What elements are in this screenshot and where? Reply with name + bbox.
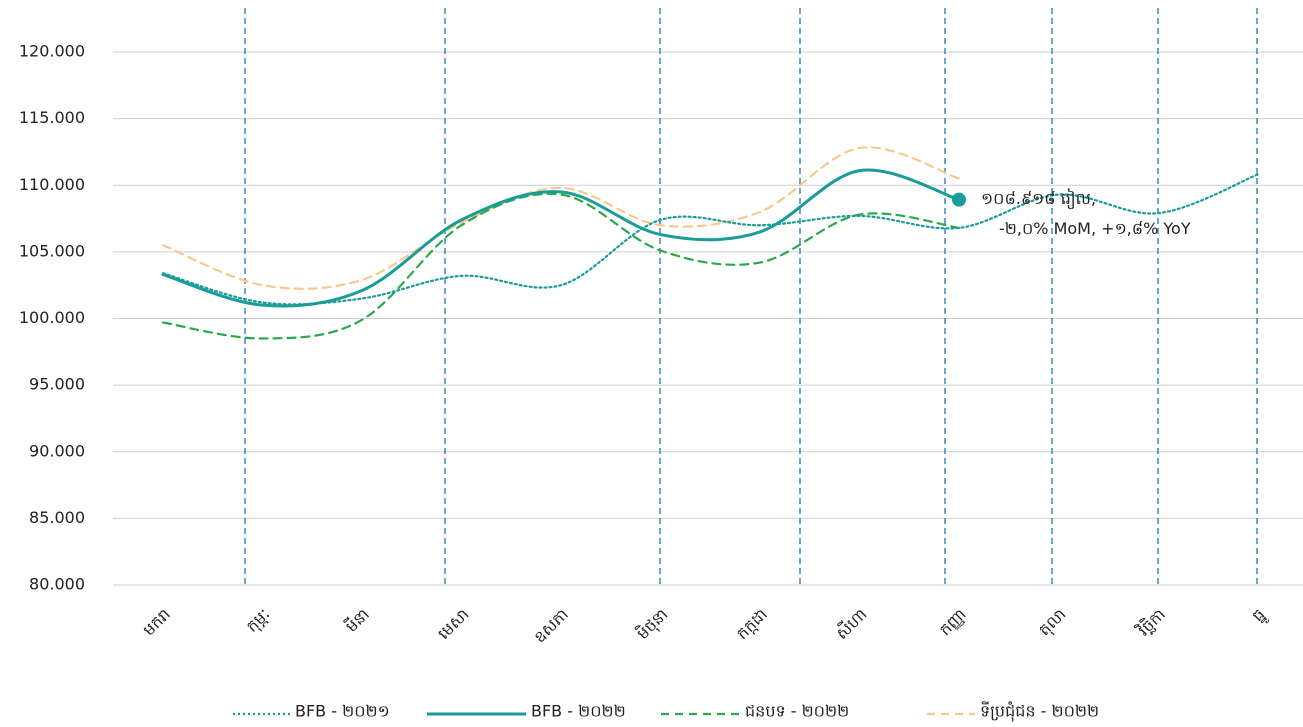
x-tick-label: សីហា xyxy=(831,604,870,643)
x-tick-label: ធ្នូ xyxy=(1248,605,1271,628)
y-tick-label: 95.000 xyxy=(29,375,85,394)
series-line xyxy=(161,168,961,308)
y-tick-label: 80.000 xyxy=(29,575,85,594)
y-tick-label: 120.000 xyxy=(19,42,85,61)
x-tick-label: មិថុនា xyxy=(632,604,673,645)
y-tick-label: 90.000 xyxy=(29,441,85,460)
annotation-text: ១០៨.៩១៨ រៀល, xyxy=(981,188,1096,210)
series-line xyxy=(161,146,961,290)
x-tick-label: មករា xyxy=(139,605,174,640)
y-tick-label: 105.000 xyxy=(19,241,85,260)
x-tick-label: វិច្ឆិកា xyxy=(1132,604,1169,641)
vertical-markers xyxy=(244,8,1258,585)
y-tick-label: 85.000 xyxy=(29,508,85,527)
y-tick-label: 100.000 xyxy=(19,308,85,327)
x-tick-label: កក្កដា xyxy=(732,605,771,644)
x-tick-label: កុម្ភៈ xyxy=(242,605,275,638)
annotation-text: -២,០% MoM, +១,៨% YoY xyxy=(999,219,1191,238)
legend-label: BFB - ២០២២ xyxy=(531,702,626,721)
x-tick-label: ឧសភា xyxy=(530,605,572,647)
legend-label: ទីប្រជុំជន - ២០២២ xyxy=(980,701,1099,723)
x-tick-label: មេសា xyxy=(434,605,473,644)
legend-label: ជនបទ - ២០២២ xyxy=(745,702,849,721)
y-tick-label: 110.000 xyxy=(19,175,85,194)
y-tick-label: 115.000 xyxy=(19,108,85,127)
x-tick-label: កញ្ញា xyxy=(935,605,970,640)
x-tick-label: មីនា xyxy=(341,604,373,636)
annotation-point xyxy=(952,192,966,207)
series-line xyxy=(161,173,1259,306)
x-tick-label: តុលា xyxy=(1035,605,1071,641)
legend-label: BFB - ២០២១ xyxy=(295,702,390,721)
series-line xyxy=(161,192,961,340)
